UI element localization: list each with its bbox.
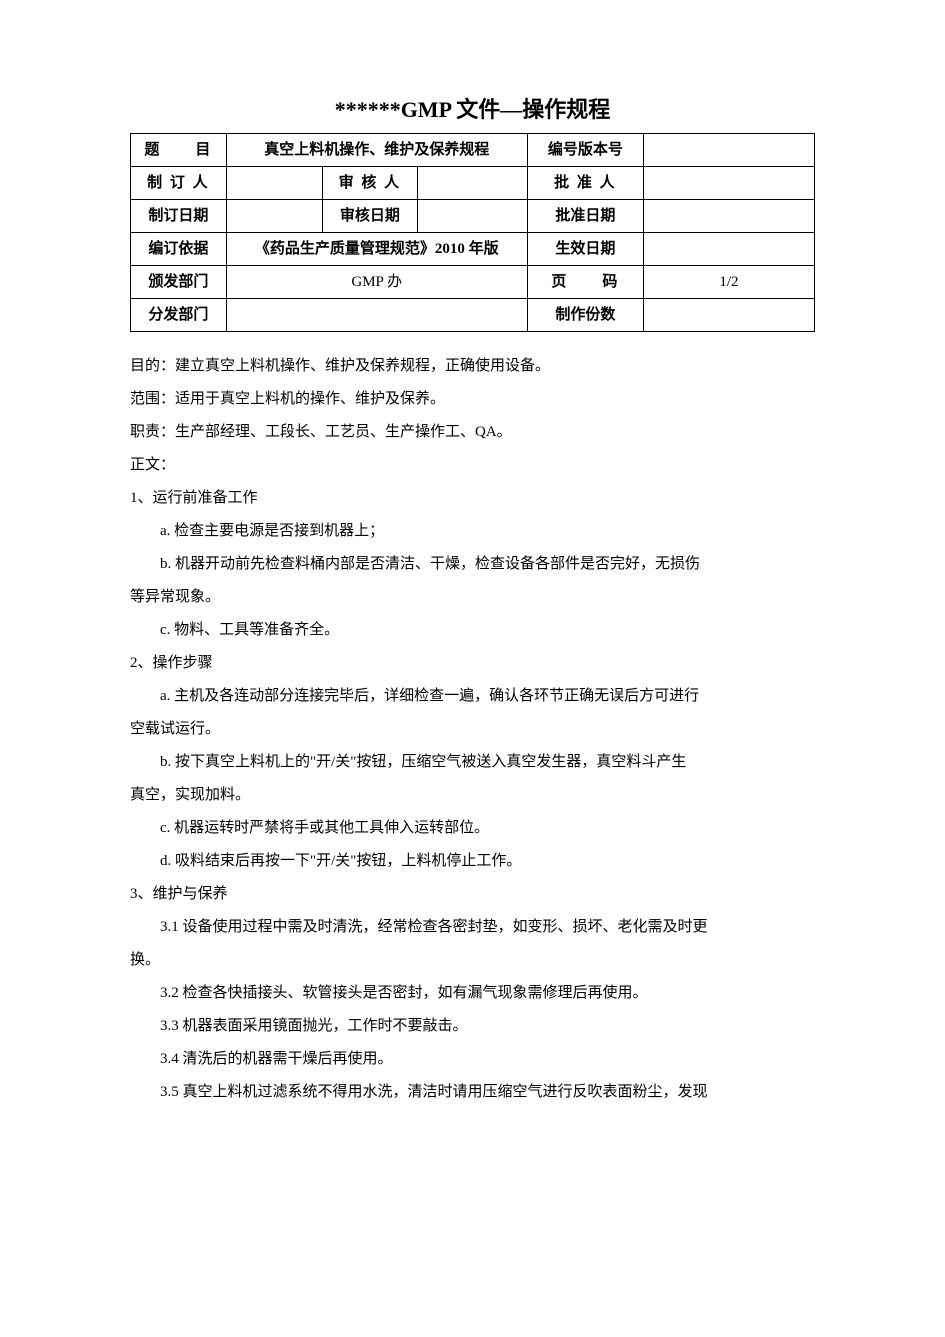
value-reviewer bbox=[418, 167, 527, 200]
body-paragraph: 3.3 机器表面采用镜面抛光，工作时不要敲击。 bbox=[130, 1010, 815, 1043]
body-paragraph: 正文： bbox=[130, 449, 815, 482]
label-docnum: 编号版本号 bbox=[527, 134, 643, 167]
value-basis: 《药品生产质量管理规范》2010 年版 bbox=[226, 233, 527, 266]
value-title: 真空上料机操作、维护及保养规程 bbox=[226, 134, 527, 167]
table-row: 题 目 真空上料机操作、维护及保养规程 编号版本号 bbox=[131, 134, 815, 167]
body-paragraph: c. 机器运转时严禁将手或其他工具伸入运转部位。 bbox=[130, 812, 815, 845]
body-paragraph: 3.2 检查各快插接头、软管接头是否密封，如有漏气现象需修理后再使用。 bbox=[130, 977, 815, 1010]
value-distdept bbox=[226, 299, 527, 332]
table-row: 编订依据 《药品生产质量管理规范》2010 年版 生效日期 bbox=[131, 233, 815, 266]
body-paragraph: 等异常现象。 bbox=[130, 581, 815, 614]
table-row: 颁发部门 GMP 办 页 码 1/2 bbox=[131, 266, 815, 299]
document-body: 目的：建立真空上料机操作、维护及保养规程，正确使用设备。 范围：适用于真空上料机… bbox=[130, 350, 815, 1109]
label-approver: 批 准 人 bbox=[527, 167, 643, 200]
value-reviewdate bbox=[418, 200, 527, 233]
body-paragraph: 1、运行前准备工作 bbox=[130, 482, 815, 515]
table-row: 分发部门 制作份数 bbox=[131, 299, 815, 332]
label-author: 制 订 人 bbox=[131, 167, 227, 200]
body-paragraph: 3.5 真空上料机过滤系统不得用水洗，清洁时请用压缩空气进行反吹表面粉尘，发现 bbox=[130, 1076, 815, 1109]
value-approvedate bbox=[643, 200, 814, 233]
body-paragraph: b. 机器开动前先检查料桶内部是否清洁、干燥，检查设备各部件是否完好，无损伤 bbox=[130, 548, 815, 581]
label-effectdate: 生效日期 bbox=[527, 233, 643, 266]
label-basis: 编订依据 bbox=[131, 233, 227, 266]
body-paragraph: 3、维护与保养 bbox=[130, 878, 815, 911]
body-paragraph: a. 检查主要电源是否接到机器上； bbox=[130, 515, 815, 548]
body-paragraph: a. 主机及各连动部分连接完毕后，详细检查一遍，确认各环节正确无误后方可进行 bbox=[130, 680, 815, 713]
body-paragraph: b. 按下真空上料机上的"开/关"按钮，压缩空气被送入真空发生器，真空料斗产生 bbox=[130, 746, 815, 779]
value-author bbox=[226, 167, 322, 200]
label-authordate: 制订日期 bbox=[131, 200, 227, 233]
label-reviewer: 审 核 人 bbox=[322, 167, 418, 200]
body-paragraph: d. 吸料结束后再按一下"开/关"按钮，上料机停止工作。 bbox=[130, 845, 815, 878]
label-title: 题 目 bbox=[131, 134, 227, 167]
body-paragraph: 职责：生产部经理、工段长、工艺员、生产操作工、QA。 bbox=[130, 416, 815, 449]
value-approver bbox=[643, 167, 814, 200]
value-page: 1/2 bbox=[643, 266, 814, 299]
table-row: 制订日期 审核日期 批准日期 bbox=[131, 200, 815, 233]
value-copies bbox=[643, 299, 814, 332]
body-paragraph: 空载试运行。 bbox=[130, 713, 815, 746]
label-issuedept: 颁发部门 bbox=[131, 266, 227, 299]
label-page: 页 码 bbox=[527, 266, 643, 299]
label-reviewdate: 审核日期 bbox=[322, 200, 418, 233]
body-paragraph: c. 物料、工具等准备齐全。 bbox=[130, 614, 815, 647]
body-paragraph: 3.1 设备使用过程中需及时清洗，经常检查各密封垫，如变形、损坏、老化需及时更 bbox=[130, 911, 815, 944]
value-authordate bbox=[226, 200, 322, 233]
document-title: ******GMP 文件—操作规程 bbox=[130, 92, 815, 127]
body-paragraph: 3.4 清洗后的机器需干燥后再使用。 bbox=[130, 1043, 815, 1076]
label-distdept: 分发部门 bbox=[131, 299, 227, 332]
value-effectdate bbox=[643, 233, 814, 266]
label-copies: 制作份数 bbox=[527, 299, 643, 332]
body-paragraph: 真空，实现加料。 bbox=[130, 779, 815, 812]
body-paragraph: 范围：适用于真空上料机的操作、维护及保养。 bbox=[130, 383, 815, 416]
body-paragraph: 换。 bbox=[130, 944, 815, 977]
table-row: 制 订 人 审 核 人 批 准 人 bbox=[131, 167, 815, 200]
body-paragraph: 2、操作步骤 bbox=[130, 647, 815, 680]
label-approvedate: 批准日期 bbox=[527, 200, 643, 233]
header-table: 题 目 真空上料机操作、维护及保养规程 编号版本号 制 订 人 审 核 人 批 … bbox=[130, 133, 815, 332]
value-docnum bbox=[643, 134, 814, 167]
value-issuedept: GMP 办 bbox=[226, 266, 527, 299]
body-paragraph: 目的：建立真空上料机操作、维护及保养规程，正确使用设备。 bbox=[130, 350, 815, 383]
